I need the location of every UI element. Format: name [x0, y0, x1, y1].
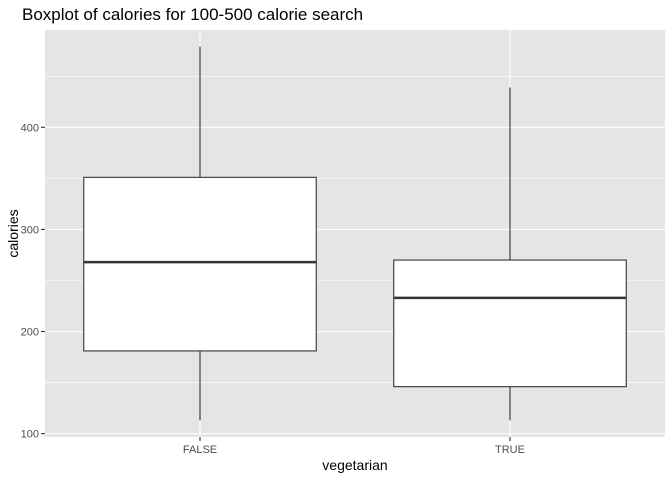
- y-tick-label: 300: [21, 224, 39, 236]
- x-axis-title: vegetarian: [322, 457, 387, 473]
- y-tick-label: 400: [21, 122, 39, 134]
- chart-title: Boxplot of calories for 100-500 calorie …: [22, 5, 364, 24]
- box-iqr: [83, 176, 317, 352]
- axes: 100 200 300 400 FALSE TRUE: [21, 122, 525, 456]
- x-tick-label: TRUE: [495, 444, 525, 456]
- y-axis-title: calories: [5, 209, 21, 257]
- box-false: [83, 46, 317, 421]
- y-tick-label: 100: [21, 429, 39, 441]
- box-true: [393, 87, 627, 421]
- boxes: [83, 46, 627, 421]
- y-tick-label: 200: [21, 327, 39, 339]
- x-tick-label: FALSE: [183, 444, 217, 456]
- box-iqr: [393, 259, 627, 388]
